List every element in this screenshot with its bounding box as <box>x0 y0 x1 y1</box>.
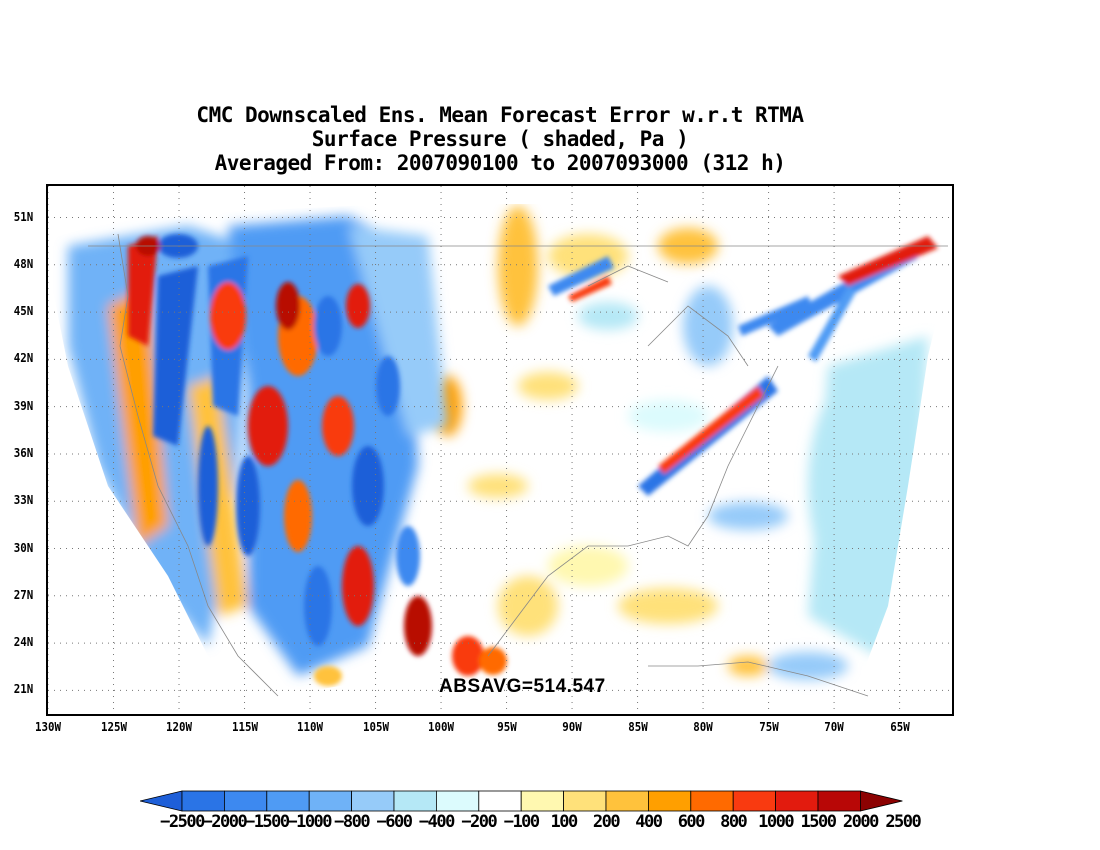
colorbar-label: 800 <box>720 812 748 832</box>
lon-label: 100W <box>428 720 455 734</box>
title-line-2: Surface Pressure ( shaded, Pa ) <box>311 127 689 151</box>
lat-label: 42N <box>13 351 34 366</box>
lat-label: 39N <box>13 398 34 413</box>
colorbar-swatch <box>605 790 649 812</box>
colorbar-label: 600 <box>677 812 706 832</box>
lon-label: 80W <box>693 720 713 734</box>
colorbar-label: −1500 <box>244 812 290 832</box>
lat-label: 30N <box>13 540 34 555</box>
colorbar-label: 1500 <box>800 812 837 832</box>
colorbar-swatch <box>351 790 395 812</box>
colorbar-swatch <box>563 790 607 812</box>
colorbar-label: 2000 <box>842 812 879 832</box>
title-line-3: Averaged From: 2007090100 to 2007093000 … <box>214 151 786 175</box>
colorbar-label: −800 <box>334 812 370 832</box>
colorbar-min-arrow <box>140 790 183 812</box>
colorbar-swatch <box>478 790 522 812</box>
colorbar-swatch <box>647 790 692 812</box>
lon-label: 75W <box>758 720 779 734</box>
lon-label: 70W <box>824 720 844 734</box>
lon-label: 130W <box>34 720 62 734</box>
colorbar-swatch <box>393 790 437 812</box>
lat-label: 24N <box>13 635 34 650</box>
lon-label: 105W <box>362 720 389 734</box>
colorbar-label: −600 <box>376 812 413 832</box>
lon-label: 65W <box>889 720 910 734</box>
lat-label: 48N <box>13 256 34 271</box>
colorbar-label: 1000 <box>758 812 794 832</box>
absavg-annotation: ABSAVG=514.547 <box>439 676 606 697</box>
colorbar-label: −2000 <box>202 812 248 832</box>
colorbar-max-arrow <box>860 790 903 812</box>
colorbar-swatch <box>224 790 268 812</box>
colorbar-label: −1000 <box>287 812 332 832</box>
colorbar-swatch <box>732 790 777 812</box>
colorbar-swatch <box>266 790 310 812</box>
coastlines <box>88 233 948 697</box>
map-svg <box>48 186 952 714</box>
lat-lon-grid <box>48 186 952 714</box>
colorbar-label: −2500 <box>160 812 205 832</box>
title-line-1: CMC Downscaled Ens. Mean Forecast Error … <box>196 103 804 127</box>
colorbar-swatch <box>308 790 352 812</box>
colorbar-label: −200 <box>461 812 497 832</box>
colorbar-label: −100 <box>503 812 540 832</box>
colorbar-swatch <box>520 790 565 812</box>
colorbar-label: 400 <box>635 812 663 832</box>
lat-label: 21N <box>13 682 34 697</box>
lat-label: 33N <box>13 493 34 508</box>
lat-label: 36N <box>13 445 34 460</box>
lon-label: 90W <box>562 720 582 734</box>
colorbar-label: 2500 <box>885 812 921 832</box>
colorbar-label: −400 <box>418 812 455 832</box>
map-plot-area <box>46 184 954 716</box>
lat-label: 27N <box>13 587 34 602</box>
lon-label: 110W <box>297 720 324 734</box>
lon-label: 125W <box>100 720 127 734</box>
colorbar-swatch <box>775 790 819 812</box>
colorbar-swatch <box>435 790 480 812</box>
colorbar-swatch <box>817 790 861 812</box>
lat-label: 45N <box>13 304 34 319</box>
lon-label: 115W <box>231 720 258 734</box>
lon-label: 120W <box>165 720 193 734</box>
lon-label: 85W <box>627 720 648 734</box>
colorbar-swatch <box>181 790 225 812</box>
colorbar <box>140 790 903 812</box>
colorbar-label: 200 <box>592 812 621 832</box>
colorbar-label: 100 <box>550 812 578 832</box>
lat-label: 51N <box>13 209 34 224</box>
colorbar-swatch <box>690 790 734 812</box>
lon-label: 95W <box>496 720 517 734</box>
